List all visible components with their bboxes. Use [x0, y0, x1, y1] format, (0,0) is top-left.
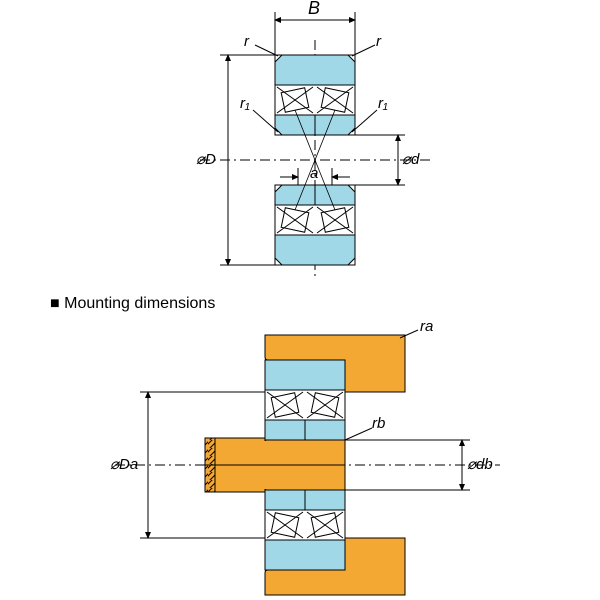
bottom-mounting-diagram — [0, 320, 600, 600]
label-r-right: r — [376, 33, 381, 50]
label-phi-da: ⌀Da — [110, 455, 138, 473]
label-phi-d-lower: ⌀d — [402, 150, 419, 168]
label-b: B — [308, 0, 320, 19]
label-phi-d-upper: ⌀D — [196, 150, 216, 168]
label-phi-db: ⌀db — [467, 455, 493, 473]
section-heading-text: Mounting dimensions — [64, 295, 215, 312]
label-rb: rb — [372, 415, 385, 432]
label-ra: ra — [420, 318, 433, 335]
label-a: a — [310, 165, 318, 182]
label-r1-left: r₁ — [240, 95, 250, 112]
bullet-icon: ■ — [50, 295, 60, 312]
label-r-left: r — [244, 33, 249, 50]
section-heading: ■ Mounting dimensions — [50, 295, 215, 313]
label-r1-right: r₁ — [378, 95, 388, 112]
top-bearing-diagram — [0, 0, 600, 290]
